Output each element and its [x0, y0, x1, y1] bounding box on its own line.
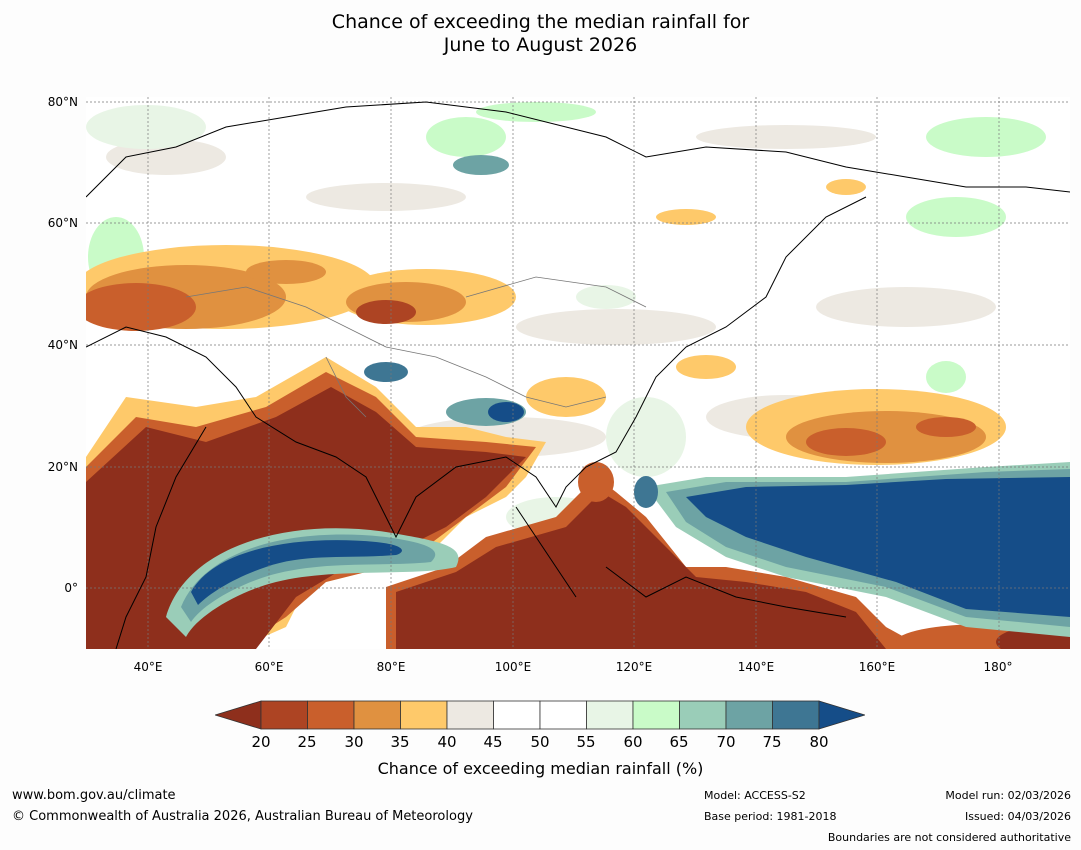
map-gridlines	[86, 97, 1070, 649]
colorbar-tick: 45	[483, 733, 503, 751]
colorbar-tick: 70	[716, 733, 736, 751]
footer-issued: Issued: 04/03/2026	[964, 810, 1071, 823]
colorbar-tick: 40	[437, 733, 457, 751]
colorbar-tick: 55	[576, 733, 596, 751]
footer-disclaimer: Boundaries are not considered authoritat…	[827, 831, 1071, 844]
colorbar-tick: 75	[762, 733, 782, 751]
colorbar-segment	[260, 700, 308, 730]
arctic-blue-patch	[453, 155, 509, 175]
east-asia-dry	[526, 355, 736, 417]
lon-label-60e: 60°E	[254, 660, 284, 674]
colorbar-segment	[446, 700, 494, 730]
footer-model: Model: ACCESS-S2	[704, 789, 806, 802]
lon-label-140e: 140°E	[737, 660, 775, 674]
footer-model-run: Model run: 02/03/2026	[945, 789, 1071, 802]
lat-label-40n: 40°N	[47, 338, 78, 352]
colorbar-segment	[307, 700, 355, 730]
colorbar-tick: 35	[390, 733, 410, 751]
colorbar-segment	[539, 700, 587, 730]
tibet-wet	[364, 362, 526, 426]
rainfall-probability-map	[86, 97, 1070, 649]
lat-label-80n: 80°N	[47, 95, 78, 109]
lon-label-180: 180°	[983, 660, 1013, 674]
colorbar-segment	[353, 700, 401, 730]
colorbar-tick: 30	[344, 733, 364, 751]
colorbar-segment	[493, 700, 541, 730]
arctic-green-patches	[88, 102, 1046, 393]
colorbar-tick: 60	[623, 733, 643, 751]
colorbar	[213, 700, 867, 730]
chart-title-line2: June to August 2026	[443, 34, 638, 56]
colorbar-segment	[632, 700, 680, 730]
colorbar-segment	[725, 700, 773, 730]
colorbar-segment	[400, 700, 448, 730]
country-borders	[185, 276, 647, 418]
colorbar-tick: 20	[251, 733, 271, 751]
colorbar-tick: 80	[809, 733, 829, 751]
pacific-wet	[634, 462, 1070, 637]
lat-label-0: 0°	[64, 581, 78, 595]
colorbar-extend-low	[213, 700, 262, 730]
lon-label-40e: 40°E	[133, 660, 163, 674]
central-asia-dry	[86, 179, 866, 331]
west-pacific-dry	[746, 389, 1006, 465]
lon-label-80e: 80°E	[376, 660, 406, 674]
lon-label-160e: 160°E	[858, 660, 896, 674]
colorbar-tick: 65	[669, 733, 689, 751]
colorbar-tick: 50	[530, 733, 550, 751]
lon-label-100e: 100°E	[494, 660, 532, 674]
colorbar-segment	[772, 700, 820, 730]
lon-label-120e: 120°E	[615, 660, 653, 674]
footer-url[interactable]: www.bom.gov.au/climate	[12, 788, 176, 803]
colorbar-segment	[679, 700, 727, 730]
coastlines	[86, 101, 1070, 649]
indian-ocean-wet	[166, 528, 459, 637]
chart-title-line1: Chance of exceeding the median rainfall …	[331, 11, 750, 33]
colorbar-tick: 25	[297, 733, 317, 751]
footer-base-period: Base period: 1981-2018	[704, 810, 837, 823]
colorbar-segment	[586, 700, 634, 730]
footer-copyright: © Commonwealth of Australia 2026, Austra…	[12, 809, 473, 824]
lat-label-60n: 60°N	[47, 216, 78, 230]
lat-label-20n: 20°N	[47, 460, 78, 474]
colorbar-label: Chance of exceeding median rainfall (%)	[377, 759, 704, 778]
colorbar-extend-high	[818, 700, 867, 730]
